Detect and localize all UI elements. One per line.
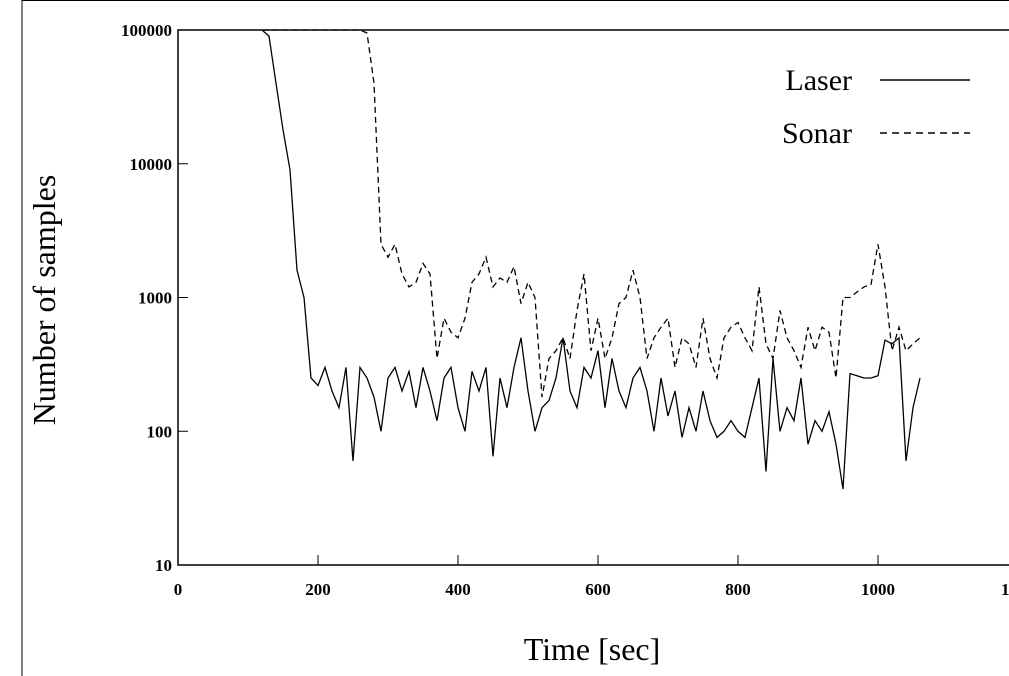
legend-label: Laser: [785, 64, 852, 97]
x-tick-label: 600: [585, 580, 611, 599]
x-axis-title: Time [sec]: [524, 631, 661, 667]
x-tick-label: 800: [725, 580, 751, 599]
y-tick-label: 1000: [138, 289, 172, 308]
y-tick-label: 100000: [121, 21, 172, 40]
y-axis-title: Number of samples: [26, 175, 62, 426]
figure-frame: [21, 0, 1009, 676]
plot-frame: [177, 29, 1009, 566]
x-tick-label: 400: [445, 580, 471, 599]
legend-label: Sonar: [782, 117, 852, 150]
y-tick-label: 10000: [130, 155, 173, 174]
series-line: [261, 29, 921, 490]
x-tick-label: 0: [174, 580, 183, 599]
x-tick-label: 1200: [1001, 580, 1009, 599]
x-tick-label: 1000: [861, 580, 895, 599]
y-tick-label: 10: [155, 556, 172, 575]
series-line: [262, 29, 921, 398]
x-tick-label: 200: [305, 580, 331, 599]
y-tick-label: 100: [147, 422, 173, 441]
